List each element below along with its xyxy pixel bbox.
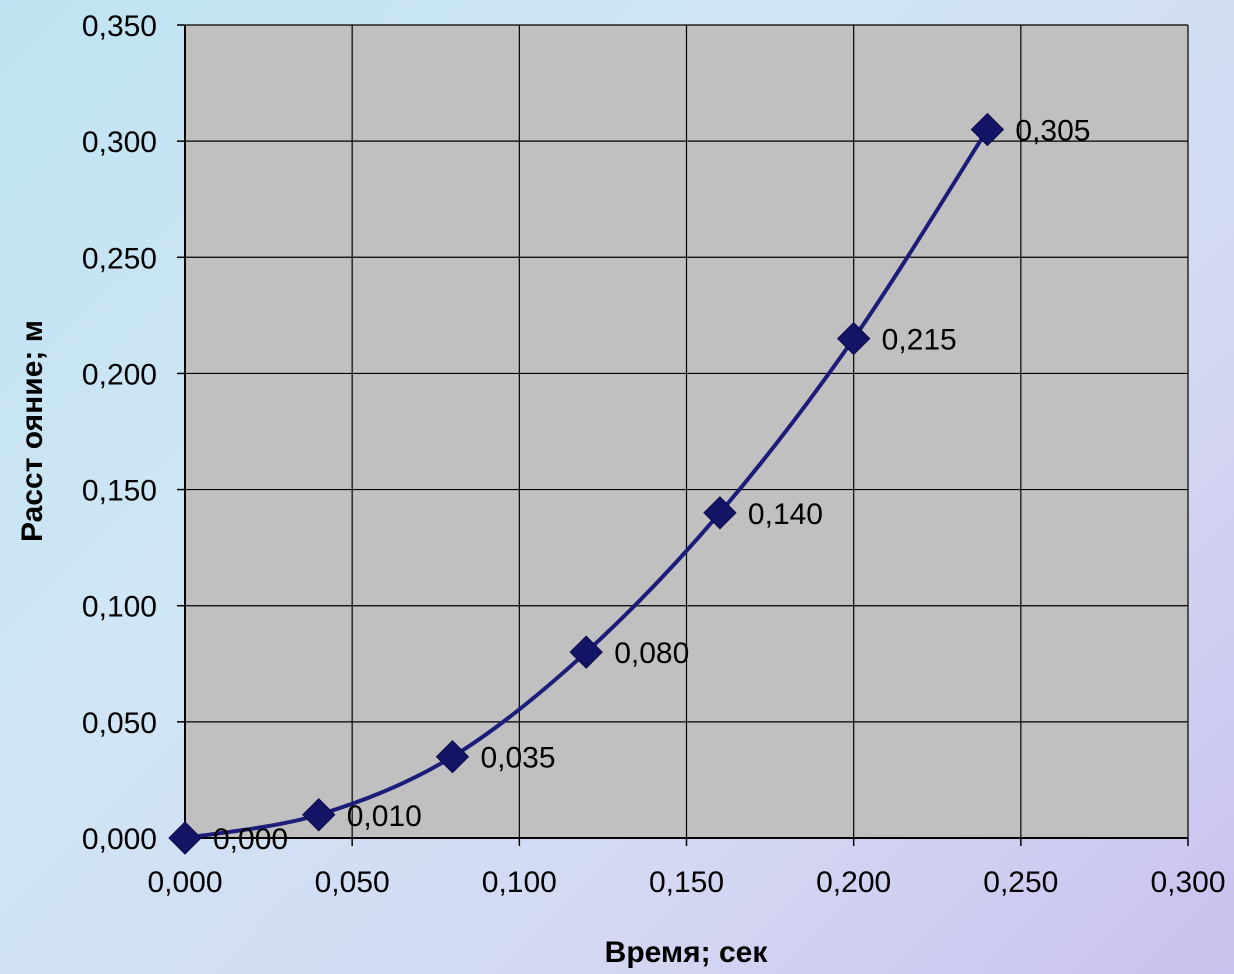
- data-label: 0,215: [882, 324, 957, 357]
- data-labels: 0,000 0,010 0,035 0,080 0,140 0,215 0,305: [213, 115, 1090, 856]
- data-label: 0,305: [1015, 115, 1090, 148]
- data-label: 0,035: [480, 742, 555, 775]
- x-tick-label: 0,150: [649, 866, 724, 899]
- data-label: 0,000: [213, 823, 288, 856]
- y-tick-labels: 0,000 0,050 0,100 0,150 0,200 0,250 0,300 0,350: [82, 10, 157, 856]
- y-tick-label: 0,150: [82, 475, 157, 508]
- data-point-marker: [302, 798, 336, 832]
- y-tick-label: 0,100: [82, 591, 157, 624]
- y-axis-title: Расст ояние; м: [16, 320, 49, 542]
- x-tick-label: 0,000: [147, 866, 222, 899]
- x-tick-label: 0,050: [315, 866, 390, 899]
- x-tick-label: 0,100: [482, 866, 557, 899]
- x-tick-label: 0,250: [983, 866, 1058, 899]
- y-tick-label: 0,350: [82, 10, 157, 43]
- x-tick-labels: 0,000 0,050 0,100 0,150 0,200 0,250 0,300: [147, 866, 1225, 899]
- data-label: 0,140: [748, 498, 823, 531]
- data-point-marker: [970, 112, 1005, 147]
- x-tick-label: 0,300: [1150, 866, 1225, 899]
- y-tick-label: 0,300: [82, 126, 157, 159]
- data-label: 0,080: [614, 637, 689, 670]
- x-axis-title: Время; сек: [605, 936, 769, 969]
- y-tick-label: 0,050: [82, 707, 157, 740]
- data-point-marker: [435, 739, 470, 774]
- data-point-marker: [703, 496, 737, 530]
- y-tick-label: 0,250: [82, 242, 157, 275]
- data-point-marker: [836, 321, 871, 356]
- series-markers: [168, 112, 1005, 855]
- data-point-marker: [569, 635, 603, 669]
- data-label: 0,010: [347, 800, 422, 833]
- y-tick-label: 0,200: [82, 358, 157, 391]
- x-tick-label: 0,200: [816, 866, 891, 899]
- data-point-marker: [168, 821, 202, 855]
- y-tick-label: 0,000: [82, 823, 157, 856]
- grid: [177, 24, 1189, 846]
